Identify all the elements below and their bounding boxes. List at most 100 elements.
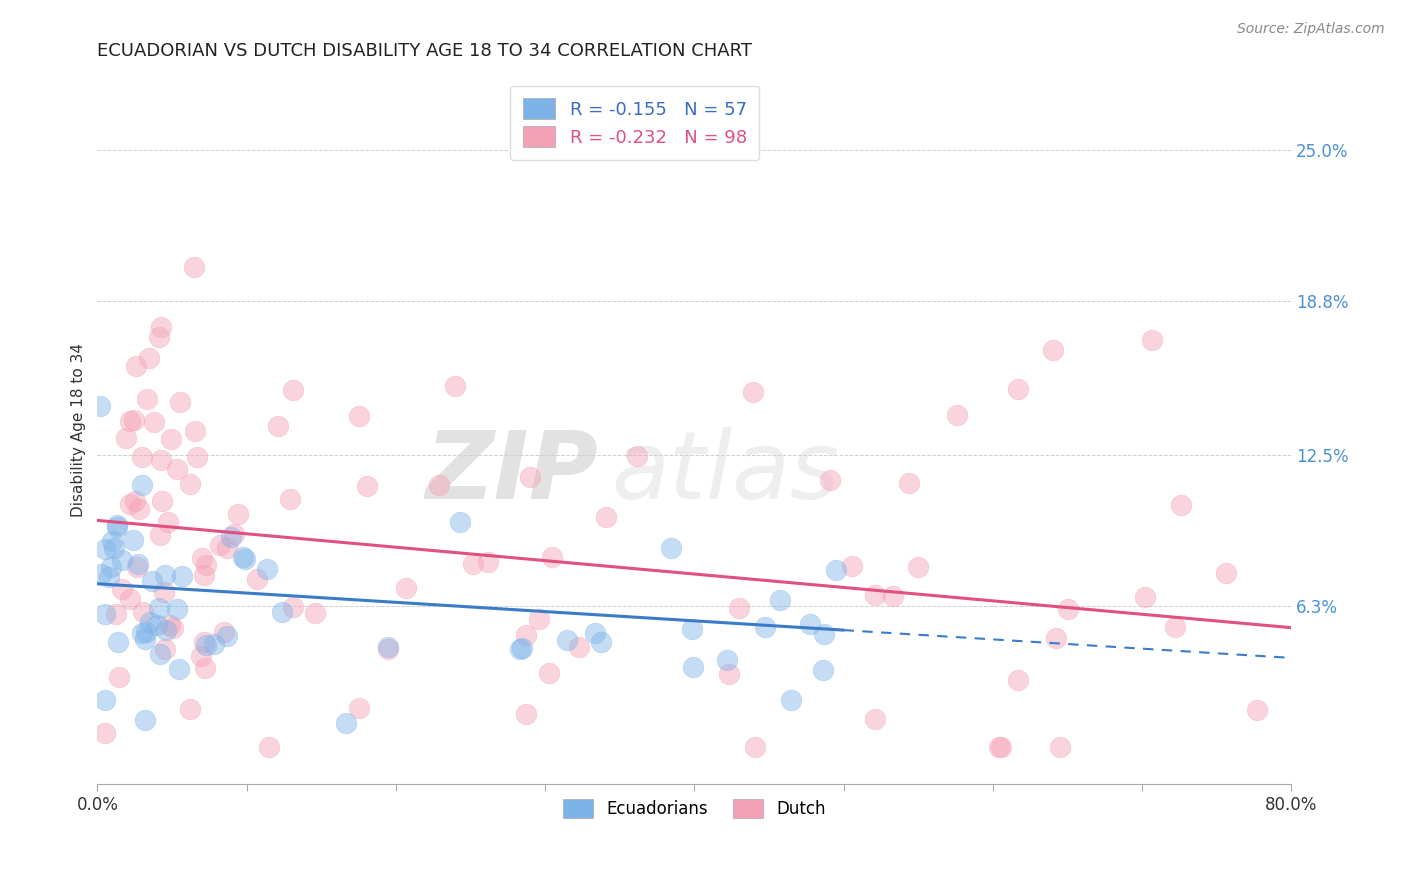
Point [281,599,304,614]
Point [159,618,181,632]
Point [186,450,208,464]
Point [191,551,214,566]
Point [190,649,212,664]
Point [139,615,162,630]
Point [105,517,128,532]
Point [194,558,217,572]
Point [449,515,471,529]
Point [107,670,129,684]
Point [538,666,561,681]
Point [595,509,617,524]
Point [148,600,170,615]
Text: ECUADORIAN VS DUTCH DISABILITY AGE 18 TO 34 CORRELATION CHART: ECUADORIAN VS DUTCH DISABILITY AGE 18 TO… [97,42,752,60]
Point [863,713,886,727]
Point [100,560,122,574]
Point [427,478,450,492]
Text: atlas: atlas [610,427,839,518]
Point [1170,499,1192,513]
Point [278,491,301,506]
Point [120,497,142,511]
Point [195,638,218,652]
Point [118,592,141,607]
Point [194,661,217,675]
Point [256,562,278,576]
Point [267,419,290,434]
Point [717,667,740,681]
Point [183,260,205,274]
Point [125,560,148,574]
Point [202,637,225,651]
Point [395,582,418,596]
Point [841,559,863,574]
Point [1246,703,1268,717]
Point [90,567,112,582]
Point [89,399,111,413]
Point [224,527,246,541]
Point [1135,590,1157,604]
Point [271,605,294,619]
Point [1007,673,1029,688]
Point [228,507,250,521]
Point [153,584,176,599]
Point [169,662,191,676]
Point [166,601,188,615]
Point [179,702,201,716]
Point [162,621,184,635]
Point [744,740,766,755]
Point [94,692,117,706]
Point [659,541,682,555]
Point [94,726,117,740]
Point [742,385,765,400]
Point [215,541,238,555]
Point [990,740,1012,755]
Point [555,633,578,648]
Point [519,470,541,484]
Y-axis label: Disability Age 18 to 34: Disability Age 18 to 34 [72,343,86,517]
Point [898,476,921,491]
Point [111,553,134,567]
Point [150,320,173,334]
Point [193,568,215,582]
Point [716,653,738,667]
Point [461,557,484,571]
Point [101,533,124,548]
Point [148,329,170,343]
Point [356,478,378,492]
Point [145,617,167,632]
Point [157,515,180,529]
Point [143,415,166,429]
Point [184,424,207,438]
Point [172,568,194,582]
Point [510,641,533,656]
Point [824,563,846,577]
Point [233,551,256,566]
Point [681,622,703,636]
Point [527,612,550,626]
Point [1045,632,1067,646]
Point [377,640,399,654]
Point [94,607,117,621]
Point [105,520,128,534]
Point [141,574,163,588]
Point [149,648,172,662]
Point [515,627,537,641]
Point [335,715,357,730]
Point [515,707,537,722]
Text: ZIP: ZIP [426,426,599,518]
Point [1007,382,1029,396]
Point [131,477,153,491]
Point [208,537,231,551]
Text: Source: ZipAtlas.com: Source: ZipAtlas.com [1237,22,1385,37]
Point [754,620,776,634]
Point [121,533,143,548]
Point [149,527,172,541]
Point [591,635,613,649]
Point [212,625,235,640]
Point [131,450,153,465]
Point [221,530,243,544]
Point [509,642,531,657]
Point [138,351,160,365]
Point [153,568,176,582]
Point [134,632,156,647]
Point [128,502,150,516]
